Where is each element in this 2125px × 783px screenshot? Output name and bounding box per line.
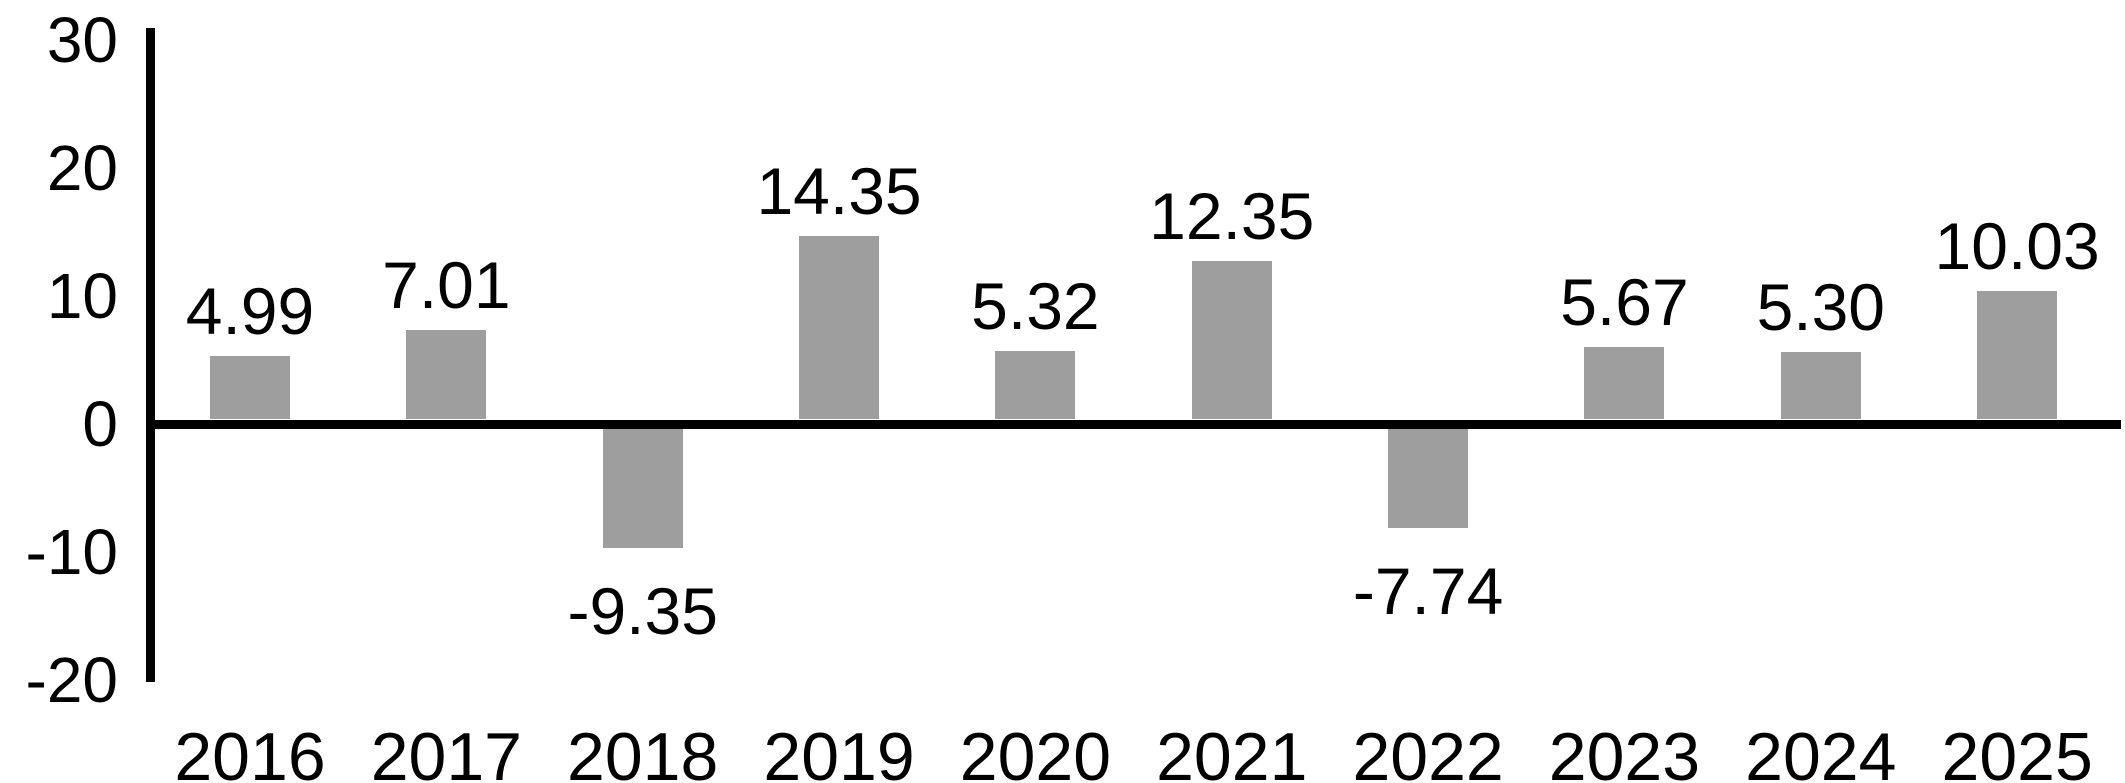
x-axis-label: 2023 bbox=[1548, 719, 1701, 783]
bar bbox=[1977, 291, 2058, 420]
x-axis-label: 2017 bbox=[370, 719, 522, 783]
bar-value-label: 5.30 bbox=[1756, 269, 1886, 344]
x-axis-label: 2025 bbox=[1941, 719, 2093, 783]
bar bbox=[1191, 261, 1272, 420]
bar bbox=[602, 428, 683, 549]
y-axis-line bbox=[146, 28, 155, 682]
x-axis-label: 2018 bbox=[567, 719, 719, 783]
x-axis-label: 2024 bbox=[1745, 719, 1897, 783]
bar-value-label: 5.67 bbox=[1560, 264, 1689, 339]
bar-value-label: 7.01 bbox=[382, 247, 511, 322]
x-axis-label: 2019 bbox=[763, 719, 915, 783]
y-axis-tick-label: 30 bbox=[46, 4, 118, 76]
bar-value-label: 5.32 bbox=[971, 269, 1100, 344]
x-axis-label: 2022 bbox=[1352, 719, 1504, 783]
bar-value-label: 12.35 bbox=[1149, 179, 1315, 254]
y-axis-tick-label: 20 bbox=[46, 132, 118, 204]
bar-value-label: -7.74 bbox=[1352, 553, 1504, 628]
x-axis-label: 2020 bbox=[959, 719, 1112, 783]
x-axis-label: 2021 bbox=[1156, 719, 1308, 783]
bar-value-label: 14.35 bbox=[756, 153, 922, 228]
bar bbox=[1584, 346, 1665, 420]
x-axis-label: 2016 bbox=[174, 719, 326, 783]
bar-value-label: -9.35 bbox=[567, 574, 718, 649]
zero-baseline bbox=[146, 419, 2121, 429]
bar bbox=[210, 355, 290, 420]
bar bbox=[799, 235, 880, 420]
y-axis-tick-label: 0 bbox=[82, 388, 118, 460]
y-axis-tick-label: -20 bbox=[25, 644, 119, 716]
y-axis-tick-label: 10 bbox=[46, 260, 118, 332]
bar-value-label: 4.99 bbox=[185, 273, 315, 348]
bar bbox=[1780, 351, 1861, 420]
bar bbox=[1388, 428, 1469, 528]
y-axis-tick-label: -10 bbox=[25, 516, 119, 588]
bar bbox=[995, 351, 1076, 420]
bar-value-label: 10.03 bbox=[1934, 209, 2100, 284]
bar bbox=[406, 329, 487, 420]
